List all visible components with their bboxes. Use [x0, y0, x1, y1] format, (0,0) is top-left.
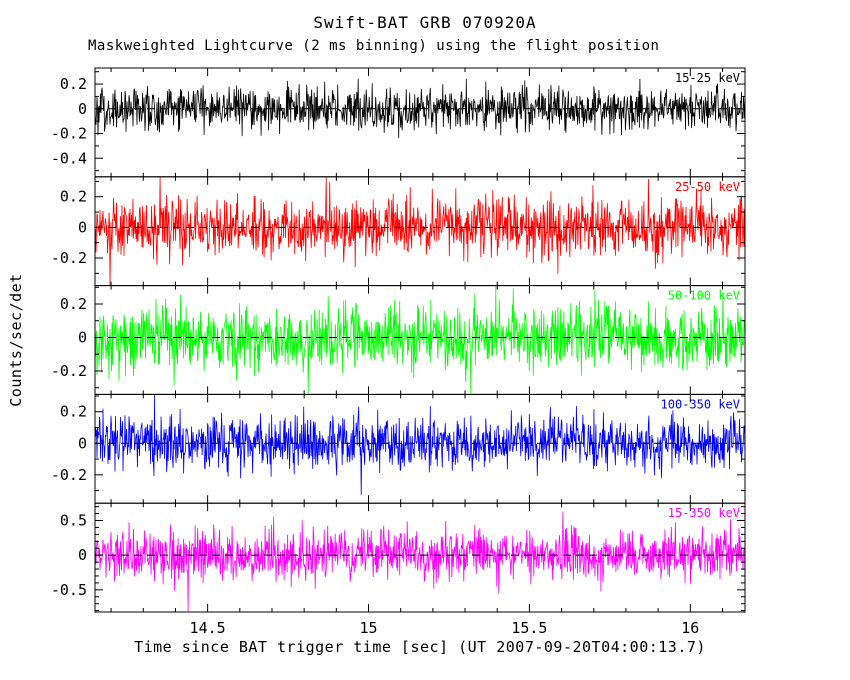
y-tick-label: 0 [78, 328, 87, 346]
y-tick-label: 0.5 [60, 512, 87, 530]
y-tick-label: -0.2 [51, 249, 87, 267]
band-label: 100-350 keV [661, 397, 740, 411]
y-tick-label: -0.4 [51, 149, 87, 167]
y-tick-label: 0 [78, 434, 87, 452]
y-tick-label: 0 [78, 218, 87, 236]
y-tick-label: 0.2 [60, 295, 87, 313]
x-tick-label: 14.5 [190, 619, 226, 637]
y-tick-label: -0.2 [51, 125, 87, 143]
lightcurve-trace [94, 78, 746, 139]
y-tick-label: -0.5 [51, 581, 87, 599]
panel-frame [94, 502, 746, 613]
band-label: 15-25 keV [675, 71, 740, 85]
lightcurve-trace [94, 177, 746, 285]
x-axis-label: Time since BAT trigger time [sec] (UT 20… [134, 638, 706, 656]
y-tick-label: 0 [78, 546, 87, 564]
x-tick-label: 15.5 [511, 619, 547, 637]
lightcurve-trace [94, 286, 746, 394]
y-tick-label: 0.2 [60, 403, 87, 421]
band-label: 15-350 keV [668, 506, 740, 520]
y-tick-label: -0.2 [51, 466, 87, 484]
band-label: 50-100 keV [668, 289, 740, 303]
lightcurve-trace [94, 395, 746, 495]
x-tick-label: 15 [359, 619, 377, 637]
band-label: 25-50 keV [675, 180, 740, 194]
y-tick-label: 0.2 [60, 188, 87, 206]
y-tick-label: 0.2 [60, 75, 87, 93]
y-tick-label: -0.2 [51, 362, 87, 380]
chart-title: Swift-BAT GRB 070920A [313, 13, 537, 32]
x-tick-label: 16 [681, 619, 699, 637]
chart-subtitle: Maskweighted Lightcurve (2 ms binning) u… [88, 38, 660, 54]
lightcurve-trace [94, 511, 746, 612]
y-tick-label: 0 [78, 100, 87, 118]
